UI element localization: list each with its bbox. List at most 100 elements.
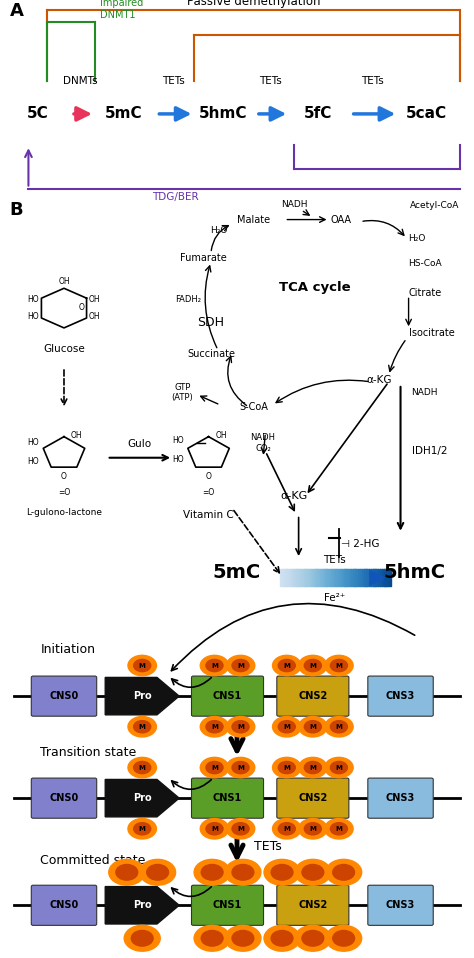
Text: M: M (211, 764, 218, 770)
Circle shape (304, 659, 321, 672)
Text: M: M (211, 723, 218, 730)
Text: CNS1: CNS1 (213, 691, 242, 701)
Text: CNS2: CNS2 (298, 691, 328, 701)
Circle shape (109, 859, 145, 885)
Text: ⊣ 2-HG: ⊣ 2-HG (341, 539, 380, 549)
Text: CNS0: CNS0 (49, 691, 79, 701)
Text: Citrate: Citrate (409, 288, 442, 298)
Text: M: M (336, 764, 342, 770)
FancyBboxPatch shape (191, 676, 264, 717)
Text: CNS1: CNS1 (213, 793, 242, 803)
Circle shape (206, 720, 223, 733)
Circle shape (128, 758, 156, 778)
Circle shape (299, 655, 327, 675)
Text: B: B (9, 200, 23, 218)
Text: DNMTs: DNMTs (63, 77, 98, 86)
Circle shape (232, 930, 254, 947)
FancyBboxPatch shape (31, 885, 97, 925)
Circle shape (124, 925, 160, 951)
FancyBboxPatch shape (31, 778, 97, 818)
Text: M: M (139, 723, 146, 730)
Circle shape (330, 659, 347, 672)
Circle shape (304, 720, 321, 733)
Circle shape (271, 864, 293, 880)
Text: OH: OH (89, 312, 100, 321)
Circle shape (299, 717, 327, 737)
Circle shape (264, 925, 300, 951)
Circle shape (278, 823, 295, 834)
Text: O: O (78, 303, 84, 311)
Circle shape (225, 859, 261, 885)
FancyBboxPatch shape (368, 778, 433, 818)
FancyBboxPatch shape (368, 676, 433, 717)
Text: 5hmC: 5hmC (199, 106, 247, 122)
Text: M: M (237, 663, 244, 669)
Text: M: M (283, 826, 290, 832)
Text: HS-CoA: HS-CoA (409, 260, 442, 268)
Text: OH: OH (89, 295, 100, 304)
Text: NADH
CO₂: NADH CO₂ (251, 433, 275, 453)
Text: Glucose: Glucose (43, 344, 85, 354)
Circle shape (304, 762, 321, 774)
Circle shape (147, 864, 169, 880)
Text: 5hmC: 5hmC (383, 563, 446, 582)
Text: HO: HO (27, 458, 39, 467)
Circle shape (131, 930, 153, 947)
Text: IDH1/2: IDH1/2 (412, 446, 448, 456)
Text: O: O (61, 471, 67, 481)
Text: Acetyl-CoA: Acetyl-CoA (410, 201, 459, 210)
Text: Committed state: Committed state (40, 854, 146, 867)
Text: O: O (206, 471, 211, 481)
Text: H₂O: H₂O (210, 226, 228, 235)
Circle shape (326, 859, 362, 885)
Circle shape (194, 859, 230, 885)
Circle shape (299, 818, 327, 839)
Circle shape (116, 864, 137, 880)
Circle shape (227, 758, 255, 778)
Text: α-KG: α-KG (366, 375, 392, 385)
Text: Gulo: Gulo (128, 440, 152, 449)
Circle shape (295, 925, 331, 951)
Circle shape (200, 818, 229, 839)
Circle shape (325, 655, 353, 675)
Text: M: M (139, 764, 146, 770)
Text: M: M (237, 764, 244, 770)
Text: L-gulono-lactone: L-gulono-lactone (26, 509, 102, 517)
Text: CNS3: CNS3 (386, 901, 415, 910)
Circle shape (271, 930, 293, 947)
Text: M: M (310, 826, 316, 832)
Circle shape (227, 717, 255, 737)
Circle shape (227, 818, 255, 839)
Text: Initiation: Initiation (40, 644, 95, 656)
Circle shape (232, 864, 254, 880)
Circle shape (273, 818, 301, 839)
Text: Vitamin C: Vitamin C (183, 511, 234, 520)
Text: 5C: 5C (27, 106, 49, 122)
Text: M: M (336, 663, 342, 669)
Text: M: M (310, 723, 316, 730)
FancyBboxPatch shape (277, 778, 349, 818)
Circle shape (273, 758, 301, 778)
Circle shape (201, 864, 223, 880)
Circle shape (134, 720, 151, 733)
Text: Pro: Pro (133, 901, 152, 910)
Text: M: M (336, 723, 342, 730)
Text: Malate: Malate (237, 215, 270, 224)
Text: FADH₂: FADH₂ (175, 295, 201, 304)
Text: M: M (237, 723, 244, 730)
Text: =O: =O (58, 488, 70, 497)
Circle shape (200, 717, 229, 737)
Text: 5caC: 5caC (406, 106, 447, 122)
Text: Transition state: Transition state (40, 746, 137, 760)
Text: 5mC: 5mC (104, 106, 142, 122)
Text: CNS1: CNS1 (213, 901, 242, 910)
Text: TETs: TETs (162, 77, 184, 86)
Circle shape (225, 925, 261, 951)
Circle shape (232, 720, 249, 733)
Circle shape (232, 762, 249, 774)
Text: M: M (336, 826, 342, 832)
Text: TETs: TETs (323, 556, 346, 565)
Text: TETs: TETs (361, 77, 383, 86)
Text: M: M (211, 663, 218, 669)
Text: OH: OH (71, 431, 83, 440)
